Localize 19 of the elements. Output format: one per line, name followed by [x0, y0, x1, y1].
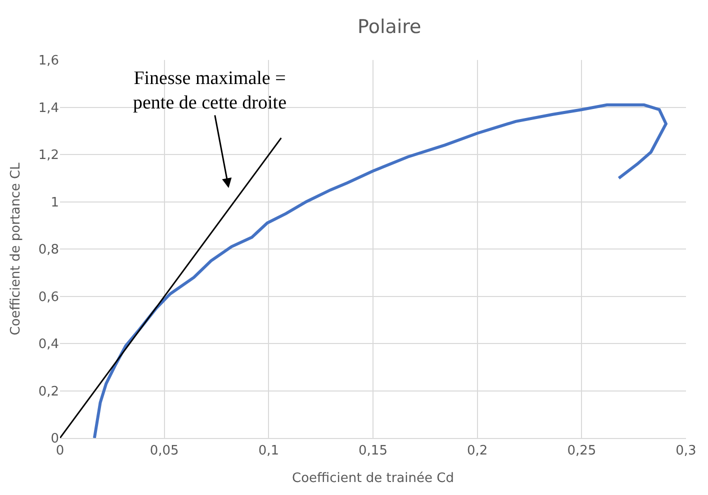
- x-tick-label: 0,25: [567, 444, 596, 459]
- y-tick-label: 0: [50, 432, 59, 447]
- x-tick-label: 0,1: [258, 444, 280, 459]
- y-tick-label: 0,6: [38, 290, 59, 305]
- x-tick-label: 0,2: [466, 444, 488, 459]
- x-tick-label: 0,05: [150, 444, 179, 459]
- y-tick-label: 1: [50, 195, 59, 210]
- x-tick-label: 0,3: [676, 444, 696, 459]
- y-tick-label: 1,6: [38, 54, 59, 69]
- y-tick-label: 1,2: [38, 148, 59, 164]
- x-axis-title: Coefficient de trainée Cd: [292, 471, 454, 486]
- x-tick-label: 0,15: [358, 444, 388, 459]
- y-axis-title: Coefficient de portance CL: [8, 162, 24, 336]
- y-tick-label: 0,8: [38, 242, 59, 258]
- y-tick-label: 1,4: [38, 100, 59, 116]
- y-tick-label: 0,4: [38, 337, 59, 352]
- chart-title: Polaire: [358, 16, 422, 38]
- annotation: Finesse maximale = pente de cette droite: [133, 68, 287, 114]
- y-tick-label: 0,2: [38, 384, 59, 400]
